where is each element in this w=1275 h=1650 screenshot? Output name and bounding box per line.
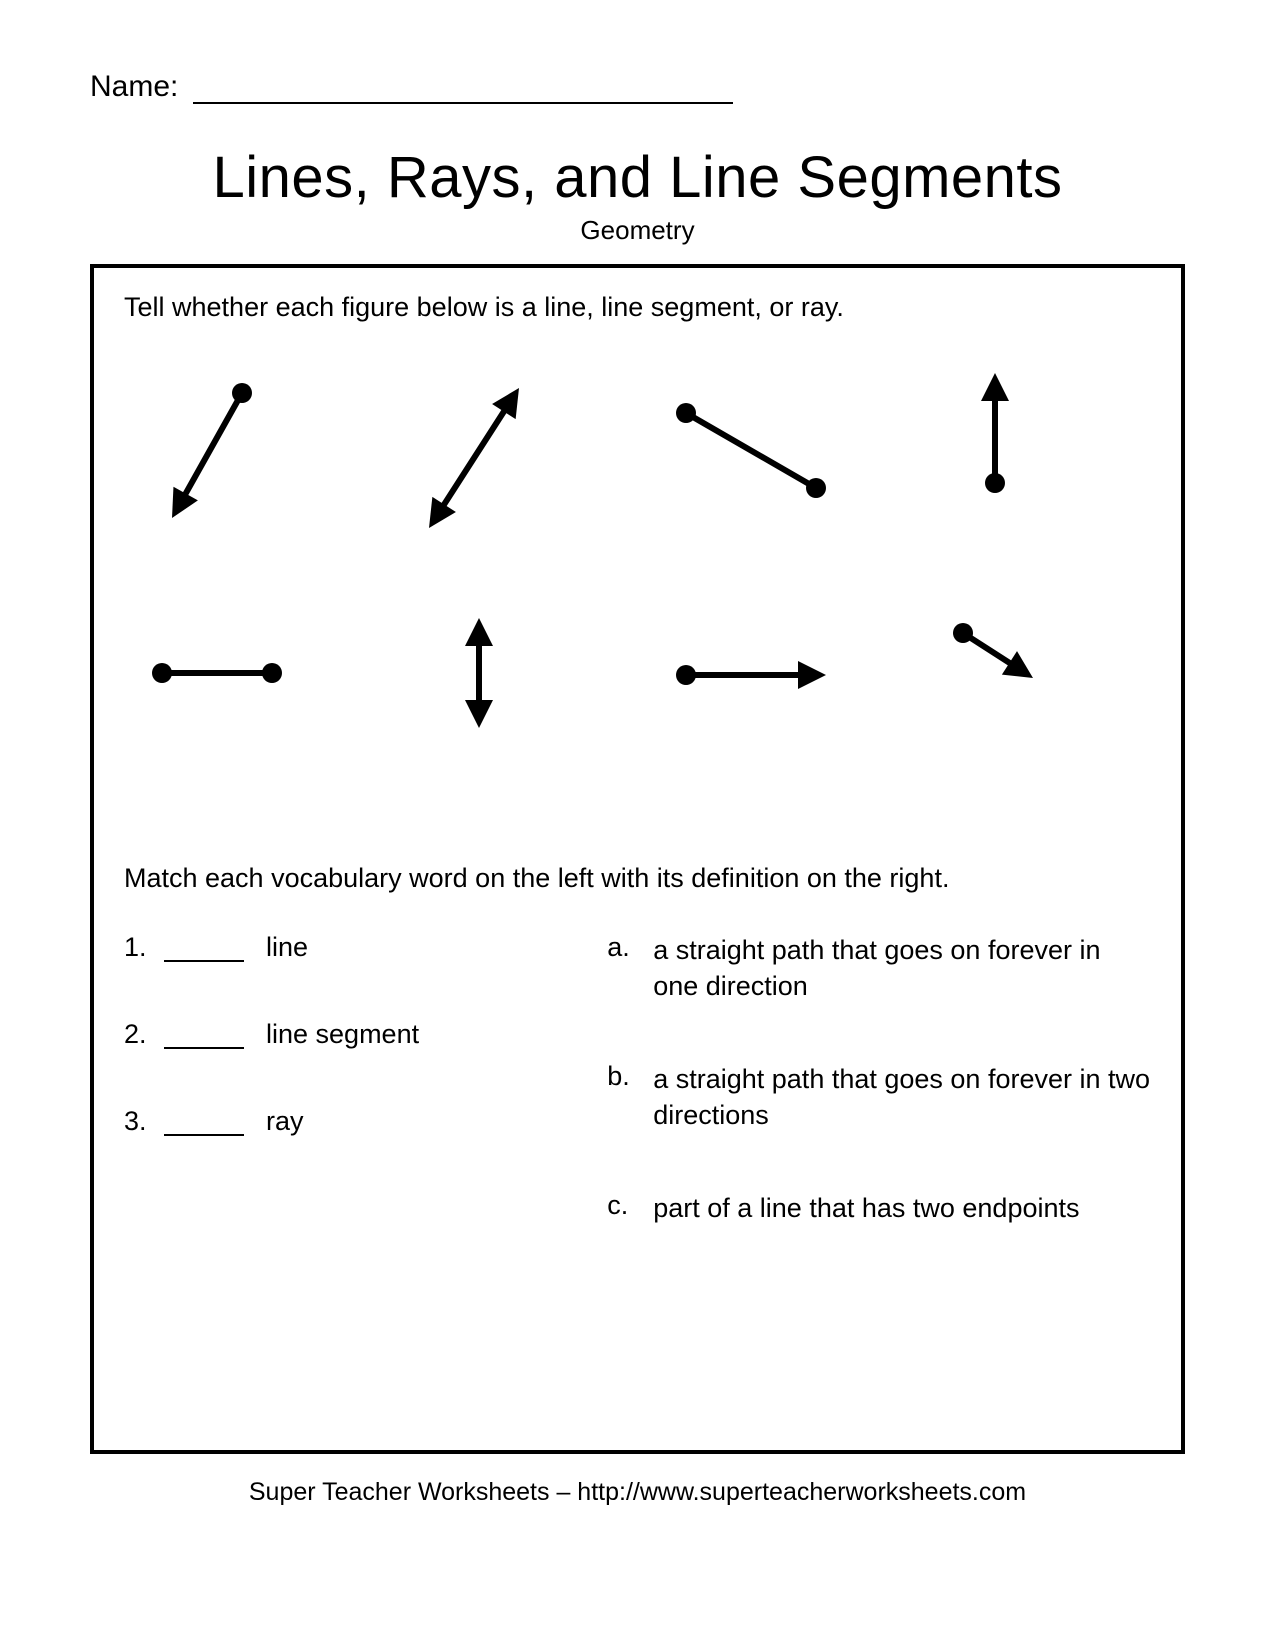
endpoint-dot-icon — [953, 623, 973, 643]
term-word: ray — [266, 1106, 304, 1137]
arrowhead-icon — [465, 700, 493, 728]
definition-text: a straight path that goes on forever in … — [653, 1061, 1151, 1134]
figures-grid — [124, 343, 1151, 813]
arrowhead-icon — [981, 373, 1009, 401]
figure-2 — [381, 343, 638, 593]
term-row-2: 2. line segment — [124, 1019, 587, 1050]
figure-1 — [124, 343, 381, 593]
name-label: Name: — [90, 70, 178, 103]
worksheet-box: Tell whether each figure below is a line… — [90, 264, 1185, 1454]
answer-blank[interactable] — [164, 1019, 244, 1049]
section1-instruction: Tell whether each figure below is a line… — [124, 292, 1151, 323]
figure-3 — [638, 343, 895, 593]
definitions-column: a.a straight path that goes on forever i… — [607, 932, 1151, 1282]
definition-letter: c. — [607, 1190, 653, 1221]
term-word: line — [266, 932, 308, 963]
definition-row-3: c.part of a line that has two endpoints — [607, 1190, 1151, 1226]
arrowhead-icon — [465, 618, 493, 646]
name-blank-line[interactable] — [193, 102, 733, 104]
section2-instruction: Match each vocabulary word on the left w… — [124, 863, 1151, 894]
endpoint-dot-icon — [676, 403, 696, 423]
page-footer: Super Teacher Worksheets – http://www.su… — [90, 1478, 1185, 1507]
term-word: line segment — [266, 1019, 419, 1050]
endpoint-dot-icon — [152, 663, 172, 683]
term-number: 3. — [124, 1106, 164, 1137]
endpoint-dot-icon — [985, 473, 1005, 493]
definition-text: part of a line that has two endpoints — [653, 1190, 1079, 1226]
page-subtitle: Geometry — [90, 215, 1185, 246]
term-number: 2. — [124, 1019, 164, 1050]
definition-text: a straight path that goes on forever in … — [653, 932, 1151, 1005]
figure-4 — [894, 343, 1151, 593]
figure-8 — [894, 593, 1151, 813]
term-row-1: 1. line — [124, 932, 587, 963]
arrowhead-icon — [798, 661, 826, 689]
figure-5 — [124, 593, 381, 813]
term-row-3: 3. ray — [124, 1106, 587, 1137]
endpoint-dot-icon — [806, 478, 826, 498]
definition-letter: a. — [607, 932, 653, 963]
match-section: 1.line2.line segment3.ray a.a straight p… — [124, 932, 1151, 1282]
figure-6 — [381, 593, 638, 813]
endpoint-dot-icon — [676, 665, 696, 685]
definition-row-2: b.a straight path that goes on forever i… — [607, 1061, 1151, 1134]
definition-letter: b. — [607, 1061, 653, 1092]
terms-column: 1. line 2. line segment 3. ray — [124, 932, 587, 1282]
name-field-row: Name: — [90, 70, 1185, 104]
definition-row-1: a.a straight path that goes on forever i… — [607, 932, 1151, 1005]
figure-7 — [638, 593, 895, 813]
term-number: 1. — [124, 932, 164, 963]
endpoint-dot-icon — [232, 383, 252, 403]
answer-blank[interactable] — [164, 1106, 244, 1136]
answer-blank[interactable] — [164, 932, 244, 962]
page-title: Lines, Rays, and Line Segments — [90, 144, 1185, 211]
endpoint-dot-icon — [262, 663, 282, 683]
